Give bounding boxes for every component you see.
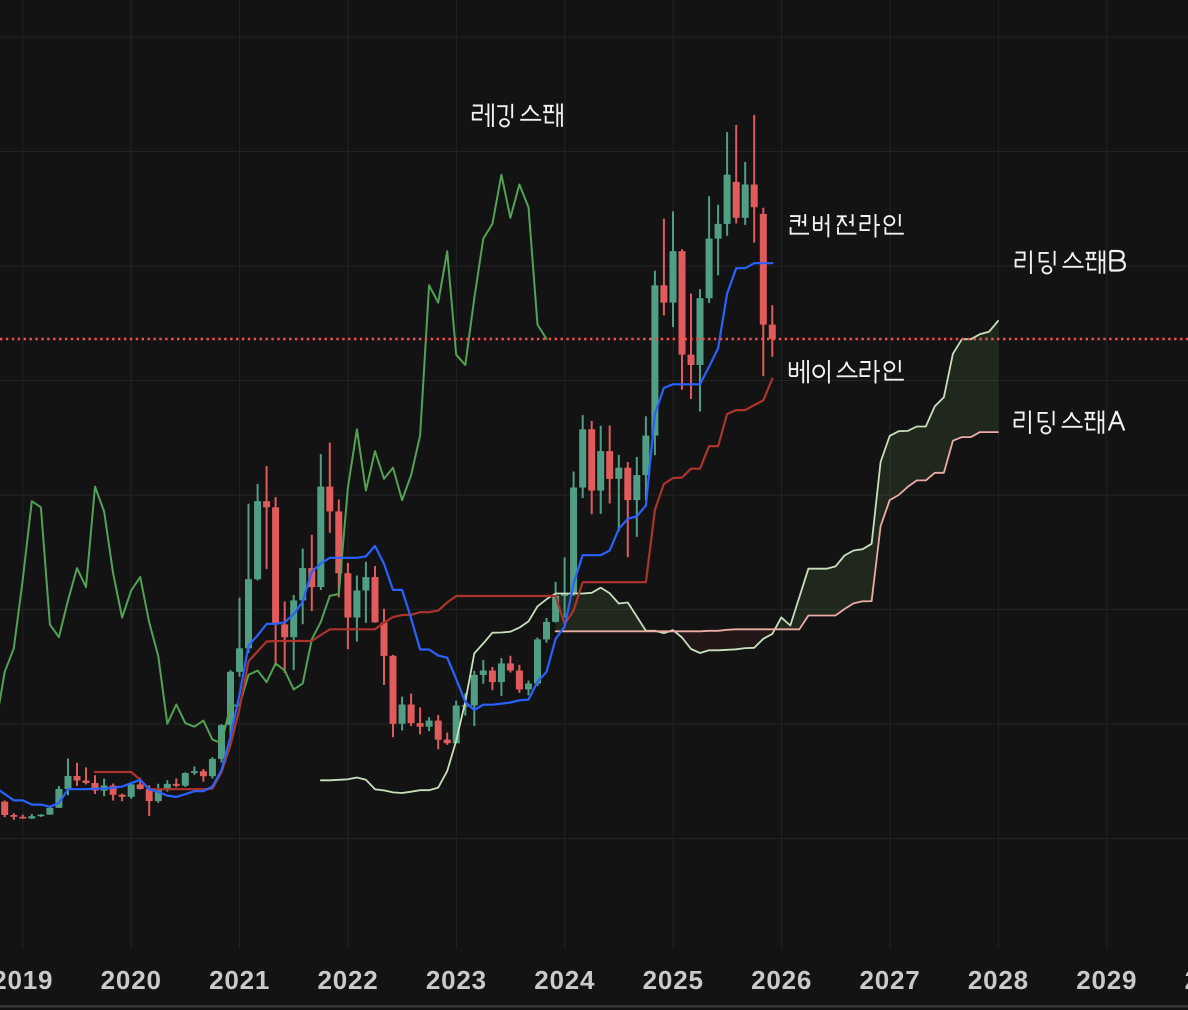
svg-text:2022: 2022 <box>317 965 378 995</box>
svg-text:2023: 2023 <box>426 965 487 995</box>
svg-text:2024: 2024 <box>534 965 595 995</box>
svg-text:2019: 2019 <box>0 965 53 995</box>
svg-text:2025: 2025 <box>643 965 704 995</box>
svg-text:2020: 2020 <box>101 965 162 995</box>
svg-text:2030: 2030 <box>1185 965 1188 995</box>
svg-text:2029: 2029 <box>1076 965 1137 995</box>
svg-text:2026: 2026 <box>751 965 812 995</box>
svg-text:2021: 2021 <box>209 965 270 995</box>
svg-text:2027: 2027 <box>859 965 920 995</box>
svg-text:2028: 2028 <box>968 965 1029 995</box>
